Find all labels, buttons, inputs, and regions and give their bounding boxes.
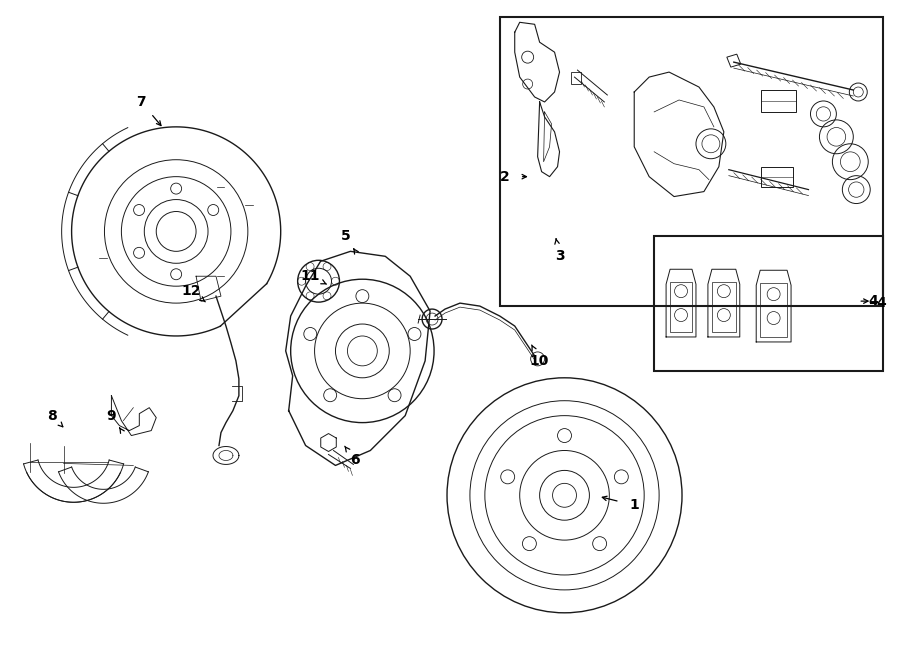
Text: 11: 11 bbox=[301, 269, 320, 283]
Text: 3: 3 bbox=[554, 249, 564, 263]
Bar bbox=[760, 167, 793, 186]
Bar bbox=[760, 283, 788, 337]
Text: 2: 2 bbox=[500, 170, 509, 184]
Text: 9: 9 bbox=[106, 408, 116, 422]
Text: 10: 10 bbox=[530, 354, 549, 368]
Text: 7: 7 bbox=[137, 95, 146, 109]
Bar bbox=[654, 237, 883, 371]
Text: 12: 12 bbox=[181, 284, 201, 298]
Bar bbox=[500, 17, 883, 306]
Bar bbox=[572, 72, 581, 84]
Text: 6: 6 bbox=[351, 453, 360, 467]
Text: 5: 5 bbox=[340, 229, 350, 243]
Text: 1: 1 bbox=[629, 498, 639, 512]
Bar bbox=[670, 282, 692, 332]
Text: 8: 8 bbox=[47, 408, 57, 422]
Bar bbox=[712, 282, 736, 332]
Bar bbox=[760, 90, 796, 112]
Text: 4: 4 bbox=[868, 294, 878, 308]
Text: 4: 4 bbox=[877, 296, 886, 310]
